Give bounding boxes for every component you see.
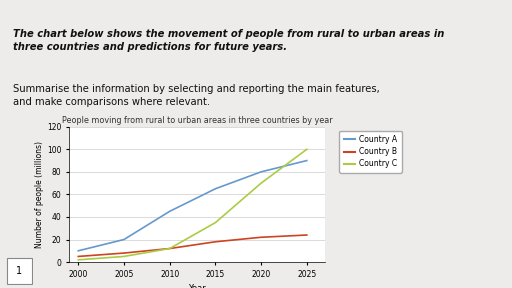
Text: 1: 1 [16,266,22,276]
FancyBboxPatch shape [7,258,32,284]
Title: People moving from rural to urban areas in three countries by year: People moving from rural to urban areas … [62,115,332,124]
Text: Summarise the information by selecting and reporting the main features,
and make: Summarise the information by selecting a… [13,84,379,107]
X-axis label: Year: Year [188,284,206,288]
Text: The chart below shows the movement of people from rural to urban areas in
three : The chart below shows the movement of pe… [13,29,444,52]
Y-axis label: Number of people (millions): Number of people (millions) [35,141,44,248]
Legend: Country A, Country B, Country C: Country A, Country B, Country C [339,130,402,173]
